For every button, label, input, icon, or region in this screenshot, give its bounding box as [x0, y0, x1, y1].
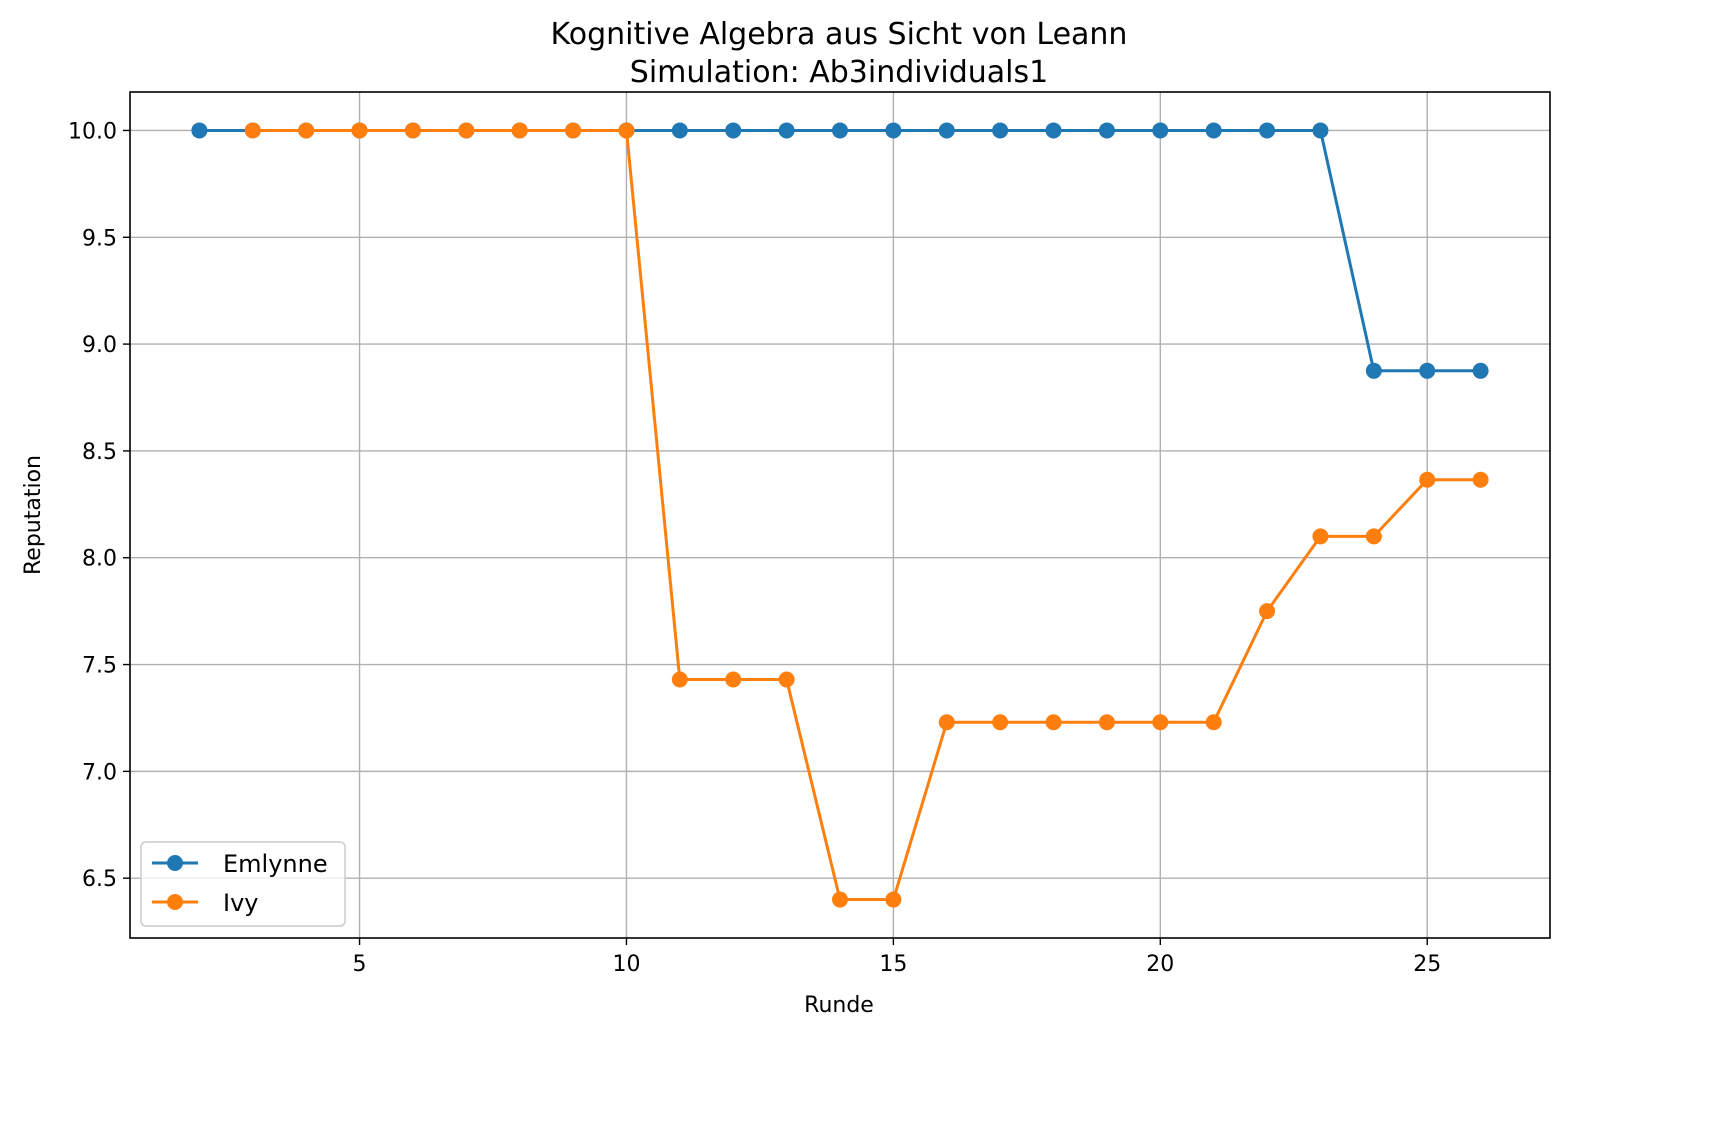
data-point-emlynne — [1098, 122, 1115, 139]
x-tick-label: 5 — [353, 952, 367, 977]
data-point-emlynne — [1419, 362, 1436, 379]
data-point-ivy — [1419, 471, 1436, 488]
y-tick-label: 9.5 — [82, 226, 117, 251]
x-tick-label: 15 — [879, 952, 907, 977]
data-point-emlynne — [191, 122, 208, 139]
x-axis-label: Runde — [804, 993, 874, 1018]
y-tick-label: 6.5 — [82, 867, 117, 892]
data-point-ivy — [1205, 714, 1222, 731]
data-point-ivy — [298, 122, 315, 139]
data-point-emlynne — [1045, 122, 1062, 139]
x-tick-label: 25 — [1413, 952, 1441, 977]
data-point-ivy — [1365, 528, 1382, 545]
data-point-ivy — [244, 122, 261, 139]
data-point-emlynne — [1259, 122, 1276, 139]
y-tick-label: 9.0 — [82, 333, 117, 358]
data-point-emlynne — [1312, 122, 1329, 139]
legend-marker-emlynne — [167, 855, 183, 871]
data-point-ivy — [1045, 714, 1062, 731]
legend-label-emlynne: Emlynne — [223, 850, 328, 878]
data-point-ivy — [778, 671, 795, 688]
plot-area-frame — [129, 91, 1551, 939]
series-layer — [191, 122, 1489, 908]
data-point-ivy — [351, 122, 368, 139]
y-axis-label: Reputation — [21, 455, 46, 575]
x-tick-label: 20 — [1146, 952, 1174, 977]
y-tick-label: 10.0 — [68, 119, 117, 144]
data-point-emlynne — [992, 122, 1009, 139]
y-tick-label: 8.5 — [82, 440, 117, 465]
x-tick-label: 10 — [612, 952, 640, 977]
data-point-ivy — [992, 714, 1009, 731]
legend-label-ivy: Ivy — [223, 889, 258, 917]
data-point-ivy — [1312, 528, 1329, 545]
data-point-emlynne — [885, 122, 902, 139]
data-point-emlynne — [1205, 122, 1222, 139]
data-point-emlynne — [1152, 122, 1169, 139]
data-point-emlynne — [1472, 362, 1489, 379]
y-axis: 6.5 7.0 7.5 8.0 8.5 9.0 9.5 10.0 — [68, 119, 130, 892]
data-point-emlynne — [1365, 362, 1382, 379]
data-point-ivy — [832, 891, 848, 908]
data-point-ivy — [1259, 603, 1276, 620]
data-point-ivy — [938, 714, 955, 731]
data-point-ivy — [1152, 714, 1169, 731]
series-line-ivy — [252, 129, 1481, 901]
data-point-ivy — [885, 891, 902, 908]
series-ivy — [244, 122, 1489, 908]
y-tick-label: 8.0 — [82, 547, 117, 572]
data-point-emlynne — [832, 122, 848, 139]
data-point-ivy — [565, 122, 582, 139]
y-tick-label: 7.5 — [82, 654, 117, 679]
data-point-ivy — [725, 671, 742, 688]
data-point-ivy — [618, 122, 635, 139]
data-point-emlynne — [938, 122, 955, 139]
data-point-emlynne — [725, 122, 742, 139]
data-point-ivy — [671, 671, 688, 688]
data-point-ivy — [404, 122, 421, 139]
data-point-ivy — [511, 122, 528, 139]
chart-subtitle: Simulation: Ab3individuals1 — [630, 55, 1048, 90]
y-tick-label: 7.0 — [82, 760, 117, 785]
data-point-ivy — [458, 122, 475, 139]
legend-marker-ivy — [167, 894, 183, 910]
data-point-emlynne — [778, 122, 795, 139]
data-point-ivy — [1098, 714, 1115, 731]
data-point-emlynne — [671, 122, 688, 139]
chart-title: Kognitive Algebra aus Sicht von Leann — [551, 17, 1128, 52]
x-axis: 5 10 15 20 25 — [353, 938, 1441, 977]
data-point-ivy — [1472, 471, 1489, 488]
legend: Emlynne Ivy — [140, 841, 346, 927]
